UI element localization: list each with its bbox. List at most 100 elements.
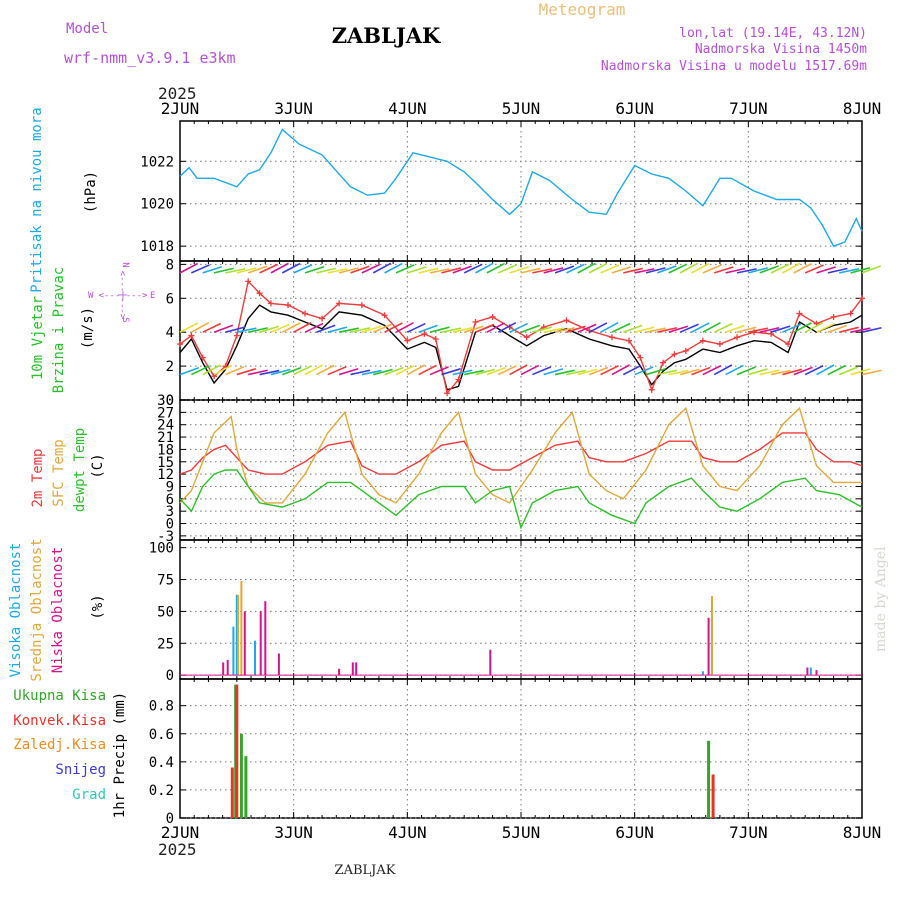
wind-arrow [293, 321, 312, 333]
wind-arrow [464, 369, 484, 376]
y-tick-label: 6 [166, 492, 174, 508]
y-tick-label: 25 [157, 636, 174, 652]
gust-marker [733, 334, 740, 341]
model-altitude-label: Nadmorska Visina u modelu 1517.69m [601, 59, 867, 74]
cloud-title: Visoka Oblacnost [8, 543, 24, 678]
wind-arrow [361, 263, 381, 274]
y-tick-label: 2 [166, 359, 174, 375]
wind-arrow [861, 369, 882, 376]
wind-arrow [702, 321, 721, 333]
wind-arrow [293, 365, 313, 376]
bar-niska-oblacnost [226, 659, 229, 676]
wind-arrow [395, 321, 414, 333]
wind-arrow [281, 262, 301, 274]
wind-arrow [327, 268, 348, 274]
gust-marker [716, 341, 723, 348]
wind-arrow [577, 368, 598, 376]
wind-arrow [372, 323, 392, 333]
cloud-panel: 0 25 50 75 100 [149, 539, 863, 684]
wind-arrow [395, 365, 415, 376]
wind-arrow [304, 266, 325, 274]
wind-arrow [248, 327, 268, 333]
wind-arrow [463, 325, 484, 333]
precip-title: Ukupna Kisa [13, 688, 106, 704]
x-tick-label-bottom: 7JUN [729, 823, 768, 842]
wind-arrow [190, 321, 210, 333]
wind-arrow [713, 322, 733, 333]
wind-arrow [861, 326, 882, 333]
wind-arrow [543, 327, 564, 333]
wind-arrow [429, 268, 450, 274]
wind-arrow [338, 267, 359, 274]
y-tick-label: 0.8 [149, 699, 174, 715]
gust-marker [381, 312, 388, 319]
wind-arrow [691, 366, 711, 376]
wind-arrow [543, 368, 564, 376]
gust-marker [233, 332, 240, 339]
gust-marker [489, 313, 496, 320]
gust-marker [319, 315, 326, 322]
wind-arrow [623, 267, 643, 274]
wind-arrow [838, 366, 859, 376]
bar-niska-oblacnost [806, 667, 809, 676]
wind-arrow [441, 368, 461, 376]
bar-visoka-oblacnost [701, 671, 704, 676]
wind-arrow [770, 369, 791, 376]
wind-arrow [588, 366, 609, 376]
wind-arrow [623, 324, 643, 333]
x-tick-label-bottom: 8JUN [843, 823, 882, 842]
wind-arrow [509, 364, 528, 376]
y-tick-label: 4 [166, 325, 174, 341]
wind-arrow [634, 366, 654, 376]
precip-subtitle3: Snijeg [55, 762, 106, 778]
wind-arrow [338, 327, 359, 333]
wind-arrow [702, 365, 722, 376]
wind-arrow [282, 366, 302, 376]
bar-konvek-kisa [711, 774, 715, 818]
wind-arrow [486, 322, 506, 333]
wind-arrow [782, 323, 802, 333]
wind-arrow [782, 262, 801, 274]
cloud-ylabel: (%) [90, 594, 106, 619]
gust-marker [671, 351, 678, 358]
wind-arrow [304, 364, 323, 376]
wind-arrow [304, 322, 324, 333]
wind-arrow [270, 323, 290, 333]
bar-niska-oblacnost [277, 653, 280, 676]
footer-station: ZABLJAK [335, 863, 396, 878]
wind-arrow [679, 323, 699, 333]
y-tick-label: 21 [157, 430, 174, 446]
wind-arrow [816, 364, 835, 376]
wind-subtitle: Brzina i Pravac [51, 267, 67, 393]
wind-arrow [725, 267, 746, 274]
wind-arrow [372, 262, 392, 274]
gust-marker [444, 390, 451, 397]
gust-marker [177, 341, 183, 348]
wind-arrow [316, 364, 335, 376]
wind-arrow [202, 322, 222, 333]
wind-arrow [759, 369, 780, 376]
wind-arrow [270, 262, 289, 274]
wind-arrow [611, 322, 631, 333]
wind-arrow [861, 265, 882, 274]
wind-arrow [236, 327, 257, 333]
series-line-sfc-temp [179, 406, 862, 504]
wind-arrow [259, 263, 279, 274]
wind-arrow [804, 365, 824, 376]
wind-arrow [191, 264, 210, 274]
wind-arrow [668, 369, 689, 376]
wind-arrow [748, 368, 768, 376]
wind-arrow [225, 366, 245, 376]
wind-arrow [554, 327, 575, 333]
bar-ukupna-kisa [707, 740, 711, 818]
bar-niska-oblacnost [264, 601, 267, 676]
y-tick-label: 1020 [140, 197, 174, 213]
wind-arrow [850, 368, 871, 376]
wind-arrow [350, 369, 371, 376]
gust-marker [404, 337, 411, 344]
wind-arrow [554, 369, 575, 376]
y-tick-label: 0.2 [149, 783, 174, 799]
wind-arrow [384, 322, 403, 333]
wind-arrow [475, 323, 495, 333]
